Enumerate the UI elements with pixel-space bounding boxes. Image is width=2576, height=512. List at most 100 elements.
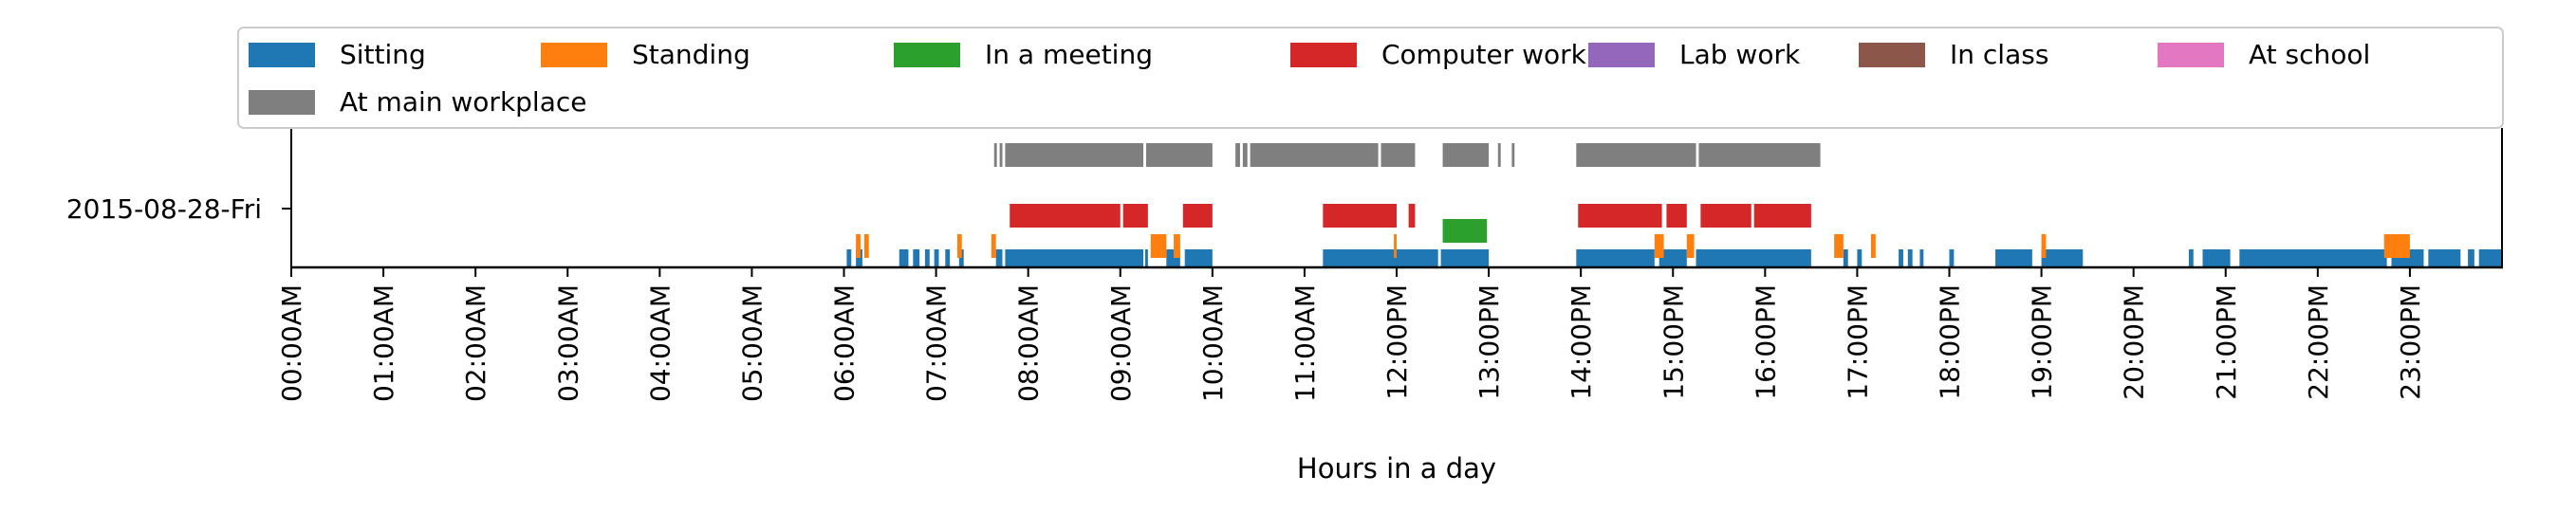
x-tick-label: 20:00PM: [2119, 284, 2150, 400]
bar-sitting: [2188, 249, 2194, 267]
legend-swatch-at-main-workplace: [249, 90, 315, 115]
legend-swatch-at-school: [2158, 43, 2224, 67]
bar-sitting: [934, 249, 939, 267]
x-tick-label: 02:00AM: [460, 284, 491, 402]
bar-computer-work: [1408, 204, 1416, 228]
x-tick-label: 16:00PM: [1750, 284, 1781, 400]
bar-at-main-workplace: [1576, 143, 1696, 167]
legend-label-at-main-workplace: At main workplace: [340, 86, 587, 118]
bar-at-main-workplace: [1242, 143, 1248, 167]
bar-sitting: [945, 249, 951, 267]
x-tick-label: 12:00PM: [1381, 284, 1413, 400]
bar-sitting: [1440, 249, 1490, 267]
bar-at-main-workplace: [993, 143, 997, 167]
bar-sitting: [2041, 249, 2084, 267]
legend-label-at-school: At school: [2249, 39, 2370, 70]
bar-standing: [1870, 234, 1876, 258]
bar-sitting: [846, 249, 852, 267]
x-tick-label: 13:00PM: [1473, 284, 1505, 400]
bar-computer-work: [1010, 204, 1121, 228]
bar-sitting: [1696, 249, 1811, 267]
legend-swatch-sitting: [249, 43, 315, 67]
bar-at-main-workplace: [999, 143, 1003, 167]
x-tick-label: 07:00AM: [921, 284, 953, 402]
bar-standing: [2383, 234, 2410, 258]
x-tick-label: 04:00AM: [644, 284, 676, 402]
x-tick-label: 14:00PM: [1566, 284, 1597, 400]
legend-swatch-computer-work: [1290, 43, 1357, 67]
bar-standing: [1394, 234, 1397, 258]
legend-label-computer-work: Computer work: [1381, 39, 1587, 70]
legend-frame: [237, 27, 2504, 129]
bar-at-main-workplace: [1235, 143, 1240, 167]
legend-label-in-a-meeting: In a meeting: [985, 39, 1153, 70]
bar-sitting: [1899, 249, 1903, 267]
bar-sitting: [913, 249, 920, 267]
bar-sitting: [1843, 249, 1848, 267]
bar-standing: [856, 234, 861, 258]
bar-sitting: [1576, 249, 1655, 267]
legend-swatch-in-class: [1859, 43, 1925, 67]
bar-at-main-workplace: [1145, 143, 1213, 167]
legend-label-lab-work: Lab work: [1679, 39, 1801, 70]
bar-standing: [1150, 234, 1167, 258]
x-tick-label: 22:00PM: [2303, 284, 2334, 400]
x-axis-label: Hours in a day: [1297, 452, 1496, 485]
bar-sitting: [2428, 249, 2461, 267]
bar-sitting: [1907, 249, 1913, 267]
legend-swatch-standing: [541, 43, 607, 67]
bar-sitting: [856, 249, 862, 267]
bar-at-main-workplace: [1698, 143, 1821, 167]
bar-sitting: [1323, 249, 1438, 267]
bar-sitting: [958, 249, 964, 267]
bar-standing: [1686, 234, 1695, 258]
legend-label-in-class: In class: [1950, 39, 2048, 70]
legend-swatch-lab-work: [1588, 43, 1655, 67]
activity-bars: [846, 143, 2502, 267]
bar-sitting: [2468, 249, 2474, 267]
bar-standing: [1654, 234, 1664, 258]
bar-standing: [956, 234, 962, 258]
bar-sitting: [1919, 249, 1924, 267]
x-tick-label: 05:00AM: [736, 284, 768, 402]
bar-sitting: [1949, 249, 1955, 267]
x-tick-label: 18:00PM: [1935, 284, 1966, 400]
bar-sitting: [1184, 249, 1213, 267]
x-tick-label: 10:00AM: [1197, 284, 1229, 402]
bar-sitting: [1659, 249, 1687, 267]
x-tick-label: 06:00AM: [829, 284, 861, 402]
x-tick-label: 01:00AM: [368, 284, 399, 402]
x-tick-label: 09:00AM: [1105, 284, 1137, 402]
x-tick-label: 21:00PM: [2211, 284, 2242, 400]
bar-computer-work: [1323, 204, 1397, 228]
bar-sitting: [1995, 249, 2032, 267]
bar-sitting: [995, 249, 1003, 267]
bar-sitting: [2239, 249, 2387, 267]
bar-sitting: [1144, 249, 1148, 267]
x-tick-label: 15:00PM: [1658, 284, 1689, 400]
x-tick-label: 23:00PM: [2395, 284, 2426, 400]
bar-computer-work: [1700, 204, 1751, 228]
legend-swatch-in-a-meeting: [894, 43, 960, 67]
bar-at-main-workplace: [1381, 143, 1416, 167]
bar-standing: [1174, 234, 1180, 258]
y-tick-label: 2015-08-28-Fri: [66, 193, 262, 225]
x-tick-label: 08:00AM: [1013, 284, 1045, 402]
bar-sitting: [1005, 249, 1144, 267]
bar-sitting: [924, 249, 930, 267]
bar-in-a-meeting: [1442, 219, 1488, 243]
bar-at-main-workplace: [1511, 143, 1515, 167]
bar-computer-work: [1182, 204, 1213, 228]
legend: Sitting Standing In a meeting Computer work…: [237, 27, 2504, 129]
bar-sitting: [899, 249, 909, 267]
bar-computer-work: [1753, 204, 1811, 228]
bar-standing: [1834, 234, 1844, 258]
bar-computer-work: [1122, 204, 1148, 228]
bar-standing: [991, 234, 996, 258]
legend-label-sitting: Sitting: [340, 39, 426, 70]
bar-computer-work: [1666, 204, 1687, 228]
x-tick-label: 19:00PM: [2027, 284, 2058, 400]
bar-at-main-workplace: [1005, 143, 1144, 167]
bar-sitting: [1857, 249, 1863, 267]
